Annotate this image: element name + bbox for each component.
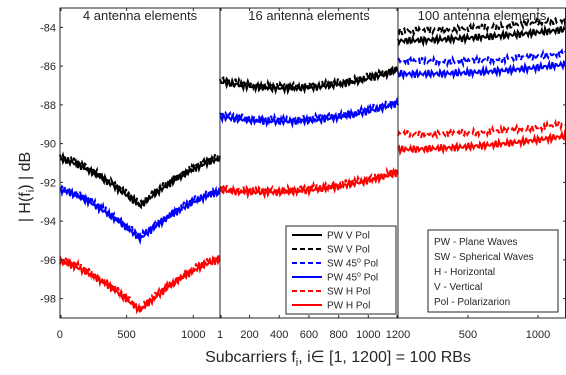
legend-label-sw_h: SW H Pol (327, 287, 370, 298)
abbreviation-legend: PW - Plane Waves SW - Spherical Waves H - … (427, 229, 559, 313)
x-tick-label: 600 (300, 329, 318, 341)
x-tick-label: 200 (240, 329, 258, 341)
abbreviation-line: Pol - Polarizarion (434, 297, 510, 308)
legend-label-sw_v: SW V Pol (327, 245, 370, 256)
x-tick-label: 1000 (181, 329, 205, 341)
x-axis-label: Subcarriers fi, i∈ [1, 1200] = 100 RBs (205, 349, 471, 369)
y-tick-label: -88 (40, 100, 56, 112)
abbreviation-line: V - Vertical (434, 282, 482, 293)
panel-title: 100 antenna elements (418, 8, 547, 23)
abbreviation-line: H - Horizontal (434, 267, 495, 278)
x-tick-label: 400 (270, 329, 288, 341)
abbreviation-line: SW - Spherical Waves (434, 252, 534, 263)
y-axis-label: | H(fi) | dB (17, 152, 37, 222)
y-tick-label: -86 (40, 61, 56, 73)
panels-layer: 4 antenna elements 16 antenna elements 100… (59, 8, 566, 315)
y-tick-label: -94 (40, 216, 56, 228)
abbreviation-legend-box (427, 229, 559, 313)
x-tick-label: 1 (217, 329, 223, 341)
series-line-sw_v (397, 14, 566, 38)
series-line-pw_v (397, 24, 566, 48)
series-legend: PW V Pol SW V Pol SW 45o Pol PW 45o Pol SW H… (285, 225, 397, 315)
legend-label-pw_45: PW 45o Pol (327, 272, 378, 284)
y-tick-label: -98 (40, 294, 56, 306)
x-tick-label: 500 (117, 329, 135, 341)
x-tick-label: 1000 (526, 329, 550, 341)
panel-1: 4 antenna elements (59, 8, 221, 315)
legend-label-sw_45: SW 45o Pol (327, 258, 378, 270)
series-line-sw_45 (397, 48, 566, 69)
abbreviation-line: PW - Plane Waves (434, 237, 518, 248)
series-line-pw_45 (397, 59, 566, 81)
series-line-sw_v (219, 64, 399, 93)
y-tick-label: -90 (40, 139, 56, 151)
x-tick-label: 1000 (356, 329, 380, 341)
legend-label-pw_v: PW V Pol (327, 231, 370, 242)
ticks-layer: 0 500 1000 1 200 400 600 800 1000 1200 500 1000-98-… (40, 8, 566, 341)
y-tick-label: -92 (40, 177, 56, 189)
series-legend-box (285, 225, 397, 315)
series-line-sw_v (59, 150, 221, 207)
x-tick-label: 500 (459, 329, 477, 341)
y-tick-label: -84 (40, 22, 56, 34)
y-tick-label: -96 (40, 255, 56, 267)
x-tick-label: 800 (329, 329, 347, 341)
series-line-pw_45 (59, 185, 221, 246)
x-tick-label: 0 (57, 329, 63, 341)
legend-label-pw_h: PW H Pol (327, 301, 370, 312)
x-tick-label: 1200 (386, 329, 410, 341)
panel-3: 100 antenna elements (397, 8, 566, 157)
panel-title: 16 antenna elements (248, 8, 370, 23)
series-line-pw_h (59, 254, 221, 315)
series-line-pw_45 (219, 96, 399, 129)
series-line-pw_h (397, 128, 566, 157)
panel-title: 4 antenna elements (83, 8, 198, 23)
series-line-pw_h (219, 167, 399, 200)
series-line-sw_45 (59, 183, 221, 240)
panel-2: 16 antenna elements (219, 8, 399, 200)
series-line-sw_h (219, 166, 399, 197)
series-line-sw_h (397, 118, 566, 140)
